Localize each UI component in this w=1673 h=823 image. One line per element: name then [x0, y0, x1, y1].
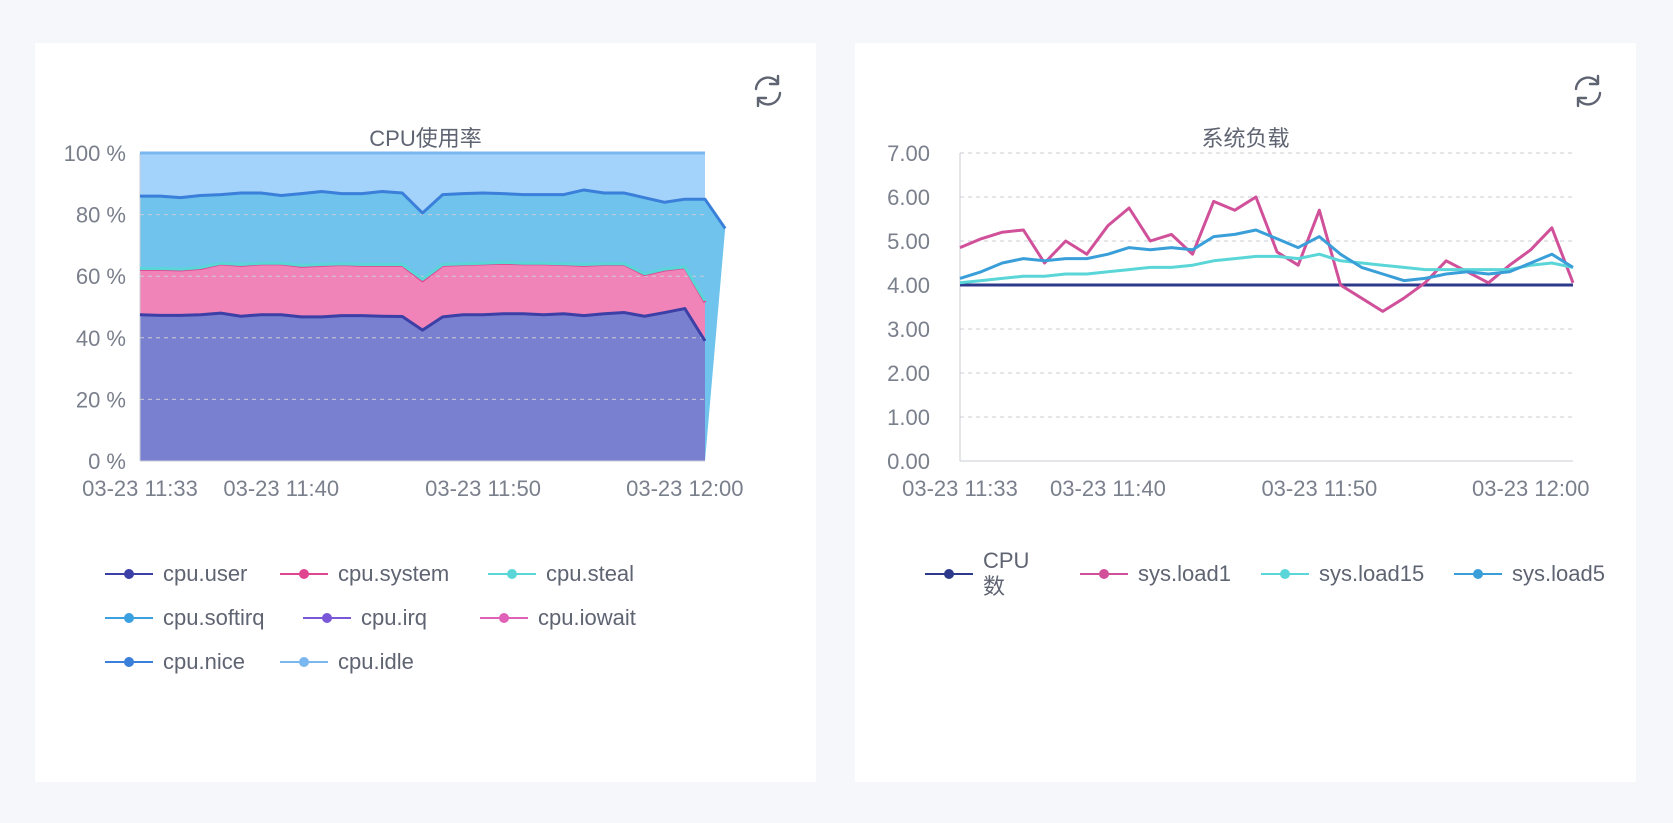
x-tick-label: 03-23 12:00 — [1472, 476, 1589, 501]
y-tick-label: 80 % — [76, 203, 126, 228]
legend-swatch-icon — [280, 561, 328, 587]
refresh-icon — [1570, 73, 1606, 109]
x-tick-label: 03-23 11:50 — [1261, 476, 1377, 501]
y-tick-label: 100 % — [64, 141, 126, 166]
legend-item-sys-load1[interactable]: sys.load1 — [1080, 561, 1231, 587]
line-sys-load1 — [959, 195, 1575, 313]
line-cpu-user — [139, 307, 707, 342]
legend-item-sys-load5[interactable]: sys.load5 — [1454, 561, 1605, 587]
legend-label: sys.load5 — [1512, 561, 1605, 586]
area-cpu-user — [140, 308, 705, 461]
y-tick-label: 5.00 — [887, 229, 930, 254]
legend-swatch-icon — [303, 605, 351, 631]
refresh-icon — [750, 73, 786, 109]
legend-item-cpu-softirq[interactable]: cpu.softirq — [105, 605, 265, 631]
legend-label: cpu.steal — [546, 561, 635, 586]
system-load-chart: 0.00 1.00 2.00 3.00 4.00 5.00 6.00 7.00 03-23 11… — [887, 141, 1589, 501]
legend-item-cpu-system[interactable]: cpu.system — [280, 561, 449, 587]
y-tick-label: 3.00 — [887, 317, 930, 342]
x-tick-label: 03-23 11:40 — [1050, 476, 1166, 501]
legend-swatch-icon — [105, 561, 153, 587]
y-tick-label: 40 % — [76, 326, 126, 351]
legend-label: sys.load15 — [1319, 561, 1425, 586]
x-tick-label: 03-23 11:40 — [223, 476, 339, 501]
legend-label: cpu.system — [338, 561, 450, 586]
x-tick-label: 03-23 11:50 — [425, 476, 541, 501]
y-tick-label: 20 % — [76, 387, 126, 412]
line-cpu-steal — [140, 260, 707, 302]
load-panel-title: 系统负载 — [1201, 126, 1290, 151]
cpu-refresh-button[interactable] — [750, 73, 786, 109]
legend-item-cpu-irq[interactable]: cpu.irq — [303, 605, 427, 631]
legend-label: cpu.irq — [361, 605, 428, 630]
system-load-panel: 系统负载 0.00 1.00 2.00 3.00 4.00 5.00 6.00 7.00 03-… — [855, 43, 1636, 782]
legend-item-cpu-iowait[interactable]: cpu.iowait — [480, 605, 636, 631]
line-cpu-nice — [140, 188, 727, 230]
y-tick-label: 4.00 — [887, 273, 930, 298]
legend-item-sys-load15[interactable]: sys.load15 — [1261, 561, 1424, 587]
legend-label: cpu.iowait — [538, 605, 636, 630]
y-tick-label: 0 % — [88, 449, 126, 474]
legend-swatch-icon — [280, 649, 328, 675]
legend-label: sys.load1 — [1138, 561, 1231, 586]
legend-label: cpu.softirq — [163, 605, 265, 630]
legend-swatch-icon — [105, 605, 153, 631]
x-tick-label: 03-23 11:33 — [82, 476, 198, 501]
legend-swatch-icon — [1080, 561, 1128, 587]
y-tick-label: 2.00 — [887, 361, 930, 386]
legend-item-CPU数[interactable]: CPU数 — [925, 548, 1029, 599]
legend-label: cpu.nice — [163, 649, 245, 674]
line-sys-load5 — [959, 228, 1574, 283]
cpu-usage-chart: 0 % 20 % 40 % 60 % 80 % 100 % 03-23 11:33 03-23… — [64, 141, 744, 501]
legend-swatch-icon — [480, 605, 528, 631]
legend-label: CPU数 — [983, 548, 1030, 599]
legend-item-cpu-steal[interactable]: cpu.steal — [488, 561, 634, 587]
x-tick-label: 03-23 12:00 — [626, 476, 743, 501]
y-tick-label: 7.00 — [887, 141, 930, 166]
legend-label: cpu.idle — [338, 649, 414, 674]
y-tick-label: 1.00 — [887, 405, 930, 430]
line-sys-load15 — [959, 252, 1574, 285]
cpu-panel-title: CPU使用率 — [369, 126, 482, 151]
legend-swatch-icon — [1454, 561, 1502, 587]
legend-swatch-icon — [105, 649, 153, 675]
legend-swatch-icon — [488, 561, 536, 587]
load-refresh-button[interactable] — [1570, 73, 1606, 109]
legend-label: cpu.user — [163, 561, 248, 586]
y-tick-label: 60 % — [76, 264, 126, 289]
x-tick-label: 03-23 11:33 — [902, 476, 1018, 501]
legend-swatch-icon — [925, 561, 973, 587]
legend-item-cpu-user[interactable]: cpu.user — [105, 561, 247, 587]
legend-item-cpu-nice[interactable]: cpu.nice — [105, 649, 245, 675]
cpu-usage-panel: CPU使用率 0 % 20 % 40 % 60 % 80 % 100 % 03-23 11:… — [35, 43, 816, 782]
legend-swatch-icon — [1261, 561, 1309, 587]
y-tick-label: 0.00 — [887, 449, 930, 474]
legend-item-cpu-idle[interactable]: cpu.idle — [280, 649, 414, 675]
y-tick-label: 6.00 — [887, 185, 930, 210]
